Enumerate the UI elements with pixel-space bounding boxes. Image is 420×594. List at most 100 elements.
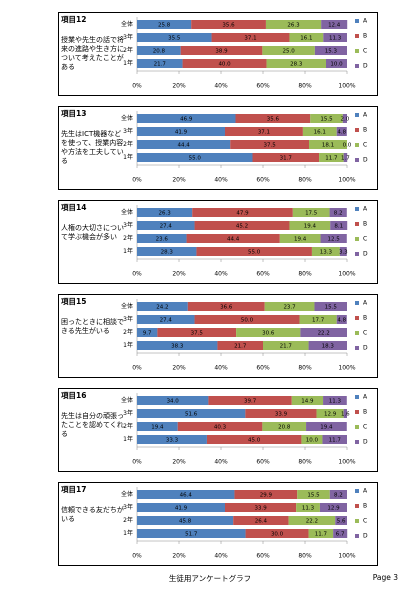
bar-segment: [336, 315, 347, 324]
bar-segment: [292, 208, 330, 217]
legend-swatch: [355, 395, 359, 399]
item-label: 項目13: [61, 109, 87, 118]
item-label: 項目14: [61, 203, 87, 212]
legend-swatch: [355, 440, 359, 444]
x-tick-label: 100%: [338, 83, 355, 90]
bar-segment: [180, 46, 263, 55]
bar-segment: [137, 59, 183, 68]
item-label: 項目17: [61, 485, 87, 494]
legend-label: A: [363, 18, 368, 25]
value-label: 51.7: [185, 532, 198, 538]
value-label: 12.4: [328, 23, 341, 29]
value-label: 55.0: [189, 156, 202, 162]
bar-segment: [137, 315, 195, 324]
value-label: 36.6: [220, 305, 233, 311]
legend-label: C: [363, 142, 367, 149]
bar-segment: [137, 247, 197, 256]
legend-label: C: [363, 330, 367, 337]
item-box: 項目17 信頼できる友だちがいる: [61, 485, 125, 563]
category-label: 3年: [123, 33, 133, 41]
legend-label: A: [363, 300, 368, 307]
category-label: 1年: [123, 59, 133, 67]
value-label: 5.6: [337, 519, 346, 525]
chart-block: 項目12 授業や先生の話で将来の進路や生き方について考えたことがある 0% 20% 40…: [58, 12, 378, 96]
value-label: 26.4: [255, 519, 268, 525]
value-label: 23.7: [283, 305, 296, 311]
value-label: 37.5: [191, 331, 204, 337]
chart-block: 項目13 先生はICT機器などを使って、授業内容や方法を工夫している 0% 20% 40…: [58, 106, 378, 190]
item-title: 信頼できる友だちがいる: [61, 506, 124, 523]
legend-swatch: [355, 158, 359, 162]
legend-label: B: [363, 33, 367, 40]
bar-segment: [311, 247, 340, 256]
value-label: 22.2: [306, 519, 318, 525]
category-label: 1年: [123, 247, 133, 255]
value-label: 18.1: [322, 143, 334, 149]
legend-label: A: [363, 394, 368, 401]
value-label: 12.9: [327, 506, 340, 512]
chart-block: 項目17 信頼できる友だちがいる 0% 20% 40% 60% 80% 100% 全体 46.4 2…: [58, 482, 378, 566]
value-label: 11.7: [315, 532, 328, 538]
legend-label: C: [363, 48, 367, 55]
bar-segment: [187, 302, 265, 311]
item-box: 項目16 先生は自分の頑張ったことを認めてくれる: [61, 391, 125, 469]
legend-label: D: [363, 439, 368, 446]
bar-segment: [206, 435, 302, 444]
value-label: 19.4: [294, 237, 307, 243]
x-tick-label: 40%: [214, 177, 228, 184]
value-label: 0.0: [343, 143, 352, 149]
value-label: 2.0: [341, 117, 350, 123]
bar-segment: [322, 435, 347, 444]
legend-label: D: [363, 533, 368, 540]
x-tick-label: 20%: [172, 553, 186, 560]
value-label: 31.7: [280, 156, 293, 162]
bar-segment: [291, 396, 324, 405]
bar-segment: [319, 153, 344, 162]
x-tick-label: 80%: [298, 177, 312, 184]
value-label: 1.7: [341, 156, 350, 162]
category-label: 全体: [121, 302, 133, 310]
value-label: 38.3: [171, 344, 184, 350]
legend-swatch: [355, 346, 359, 350]
value-label: 25.0: [282, 49, 295, 55]
bar-segment: [192, 208, 293, 217]
value-label: 24.2: [156, 305, 168, 311]
bar-segment: [235, 114, 311, 123]
bar-segment: [326, 59, 347, 68]
bar-segment: [302, 127, 337, 136]
value-label: 19.4: [304, 224, 317, 230]
bar-segment: [320, 234, 347, 243]
x-tick-label: 20%: [172, 459, 186, 466]
x-tick-label: 40%: [214, 271, 228, 278]
bar-segment: [342, 114, 347, 123]
value-label: 33.9: [254, 506, 267, 512]
bar-segment: [194, 315, 300, 324]
bar-segment: [343, 153, 348, 162]
value-label: 10.0: [330, 62, 343, 68]
bar-segment: [236, 328, 301, 337]
bar-segment: [289, 221, 331, 230]
value-label: 13.3: [320, 250, 333, 256]
bar-segment: [233, 516, 289, 525]
bar-segment: [288, 516, 336, 525]
value-label: 15.3: [325, 49, 338, 55]
bar-segment: [196, 247, 312, 256]
chart-block: 項目16 先生は自分の頑張ったことを認めてくれる 0% 20% 40% 60% 80% 100…: [58, 388, 378, 472]
value-label: 30.6: [262, 331, 275, 337]
value-label: 11.3: [329, 36, 342, 42]
x-tick-label: 80%: [298, 271, 312, 278]
bar-segment: [308, 341, 347, 350]
item-box: 項目14 人権の大切さについて学ぶ機会が多い: [61, 203, 125, 281]
item-box: 項目13 先生はICT機器などを使って、授業内容や方法を工夫している: [61, 109, 125, 187]
legend-swatch: [355, 504, 359, 508]
value-label: 45.2: [236, 224, 248, 230]
value-label: 15.5: [320, 117, 333, 123]
x-tick-label: 40%: [214, 83, 228, 90]
category-label: 全体: [121, 396, 133, 404]
value-label: 41.9: [175, 506, 188, 512]
item-title: 人権の大切さについて学ぶ機会が多い: [61, 224, 124, 241]
bar-segment: [316, 409, 344, 418]
bar-segment: [224, 503, 297, 512]
x-tick-label: 60%: [256, 365, 270, 372]
value-label: 12.5: [328, 237, 341, 243]
